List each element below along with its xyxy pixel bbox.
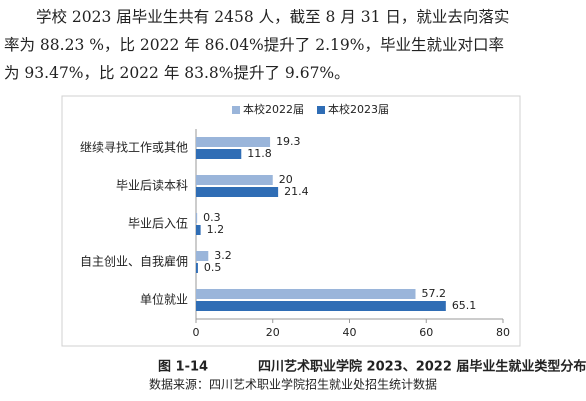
value-label: 0.3	[203, 211, 221, 224]
source: 数据来源：四川艺术职业学院招生就业处招生统计数据	[149, 377, 437, 392]
value-label: 57.2	[422, 287, 447, 300]
x-tick-label: 80	[496, 326, 510, 339]
legend-label: 本校2023届	[328, 102, 389, 116]
x-tick-label: 0	[193, 326, 200, 339]
paragraph-line: 率为 88.23 %，比 2022 年 86.04%提升了 2.19%，毕业生就…	[4, 36, 504, 54]
bar	[196, 149, 242, 159]
value-label: 65.1	[452, 299, 477, 312]
legend-label: 本校2022届	[243, 102, 304, 116]
category-label: 继续寻找工作或其他	[80, 141, 188, 155]
bar	[196, 251, 209, 261]
bar	[196, 263, 198, 273]
bar	[196, 137, 271, 147]
category-label: 自主创业、自我雇佣	[80, 254, 188, 269]
value-label: 11.8	[247, 147, 272, 160]
x-tick-label: 20	[266, 326, 280, 339]
category-label: 毕业后读本科	[116, 179, 188, 193]
value-label: 0.5	[204, 261, 222, 274]
bar	[196, 213, 198, 223]
x-tick-label: 60	[419, 326, 433, 339]
x-tick-label: 40	[343, 326, 357, 339]
category-label: 单位就业	[140, 292, 188, 307]
legend-swatch	[317, 106, 325, 114]
category-label: 毕业后入伍	[128, 217, 188, 231]
value-label: 21.4	[284, 185, 309, 198]
bar	[196, 225, 201, 235]
bar	[196, 289, 416, 299]
bar	[196, 187, 279, 197]
paragraph-line: 为 93.47%，比 2022 年 83.8%提升了 9.67%。	[4, 64, 350, 82]
value-label: 19.3	[276, 135, 301, 148]
value-label: 20	[279, 173, 293, 186]
caption-label: 图 1-14	[158, 360, 208, 375]
chart-frame	[61, 95, 521, 347]
legend-swatch	[232, 106, 240, 114]
value-label: 3.2	[214, 249, 232, 262]
value-label: 1.2	[207, 223, 225, 236]
bar	[196, 301, 446, 311]
paragraph-line: 学校 2023 届毕业生共有 2458 人，截至 8 月 31 日，就业去向落实	[36, 8, 509, 26]
caption-title: 四川艺术职业学院 2023、2022 届毕业生就业类型分布	[258, 359, 586, 375]
bar	[196, 175, 273, 185]
